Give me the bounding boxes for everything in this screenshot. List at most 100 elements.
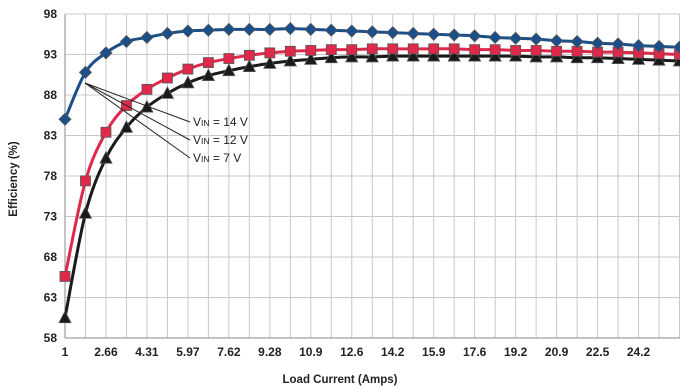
data-point <box>488 48 502 62</box>
axes <box>64 14 680 339</box>
data-point <box>631 39 646 53</box>
data-point <box>386 48 400 62</box>
x-tick-label: 15.9 <box>422 345 446 359</box>
data-point <box>58 112 72 126</box>
data-point <box>80 175 91 187</box>
data-point <box>448 43 460 55</box>
data-point <box>242 59 257 73</box>
series-annotation-label: VIN = 12 V <box>193 133 248 147</box>
y-tick-label: 98 <box>44 7 58 21</box>
data-point <box>406 48 420 62</box>
x-tick-label: 24.2 <box>627 345 651 359</box>
x-tick-label: 1 <box>62 345 69 359</box>
data-point <box>325 44 337 56</box>
y-tick-label: 68 <box>44 250 58 264</box>
data-point <box>283 22 297 36</box>
data-point <box>264 47 276 59</box>
series-markers-vin14 <box>58 22 680 126</box>
data-point <box>346 44 358 56</box>
data-point <box>652 52 666 66</box>
y-tick-label: 73 <box>44 210 58 224</box>
data-point <box>427 48 441 62</box>
data-point <box>551 45 563 57</box>
annotation-leader-line <box>84 82 191 123</box>
data-point <box>509 31 523 45</box>
data-point <box>510 45 522 56</box>
data-point <box>530 45 542 56</box>
x-tick-labels: 1 2.66 4.31 5.97 7.62 9.28 10.9 12.6 14.2 15.9 17.… <box>62 345 651 359</box>
data-point <box>366 43 378 55</box>
data-point <box>181 24 195 38</box>
data-point <box>591 36 605 50</box>
data-point <box>406 26 420 41</box>
data-point <box>58 310 72 324</box>
y-tick-label: 93 <box>44 48 58 62</box>
data-point <box>201 68 216 81</box>
data-point <box>652 39 666 53</box>
x-tick-label: 2.66 <box>94 345 118 359</box>
data-point <box>345 24 359 38</box>
data-point <box>365 25 379 39</box>
data-point <box>99 150 113 164</box>
data-point <box>181 75 195 89</box>
data-point <box>119 120 134 133</box>
data-point <box>570 50 584 64</box>
data-point <box>611 37 625 51</box>
x-tick-label: 12.6 <box>340 345 364 359</box>
data-point <box>78 65 93 79</box>
data-point <box>468 29 482 43</box>
data-point <box>386 26 400 40</box>
data-point <box>570 34 584 49</box>
gridlines <box>64 13 680 339</box>
data-point <box>428 43 440 55</box>
data-point <box>427 27 441 41</box>
data-point <box>324 23 338 37</box>
y-tick-label: 63 <box>44 291 58 305</box>
data-point <box>162 72 173 84</box>
data-point <box>243 49 255 61</box>
data-point <box>263 56 277 69</box>
data-series <box>58 22 680 324</box>
y-tick-label: 78 <box>44 169 58 183</box>
y-tick-label: 88 <box>44 88 58 102</box>
data-point <box>324 50 338 64</box>
data-point <box>222 63 236 77</box>
annotation-leader-line <box>84 82 191 159</box>
data-point <box>304 22 318 36</box>
data-point <box>469 44 481 56</box>
data-point <box>160 86 175 99</box>
series-annotation-label: VIN = 14 V <box>193 115 248 129</box>
x-tick-label: 10.9 <box>299 345 323 359</box>
x-axis-title: Load Current (Amps) <box>283 374 398 386</box>
data-point <box>59 271 71 282</box>
data-point <box>407 43 419 55</box>
series-annotation-label: VIN = 7 V <box>193 151 241 165</box>
x-tick-label: 7.62 <box>217 345 241 359</box>
data-point <box>529 32 543 46</box>
y-tick-labels: 58 63 68 73 78 83 88 93 98 <box>44 7 58 345</box>
data-point <box>223 53 235 64</box>
data-point <box>182 63 194 75</box>
x-tick-label: 9.28 <box>258 345 282 359</box>
x-tick-label: 5.97 <box>176 345 200 359</box>
x-tick-label: 19.2 <box>504 345 528 359</box>
y-tick-label: 83 <box>44 129 58 143</box>
data-point <box>304 51 318 65</box>
data-point <box>305 45 317 56</box>
data-point <box>447 48 461 62</box>
data-point <box>160 26 174 41</box>
data-point <box>99 46 113 60</box>
y-axis-title: Efficiency (%) <box>8 141 20 217</box>
data-point <box>119 34 134 49</box>
data-point <box>365 49 379 63</box>
series-annotations: VIN = 14 V VIN = 12 V VIN = 7 V <box>84 82 248 165</box>
data-point <box>263 22 277 36</box>
x-tick-label: 14.2 <box>381 345 405 359</box>
data-point <box>387 43 399 55</box>
x-tick-label: 20.9 <box>545 345 569 359</box>
data-point <box>550 34 564 48</box>
x-tick-label: 22.5 <box>586 345 610 359</box>
y-tick-label: 58 <box>44 331 58 345</box>
data-point <box>489 44 501 56</box>
